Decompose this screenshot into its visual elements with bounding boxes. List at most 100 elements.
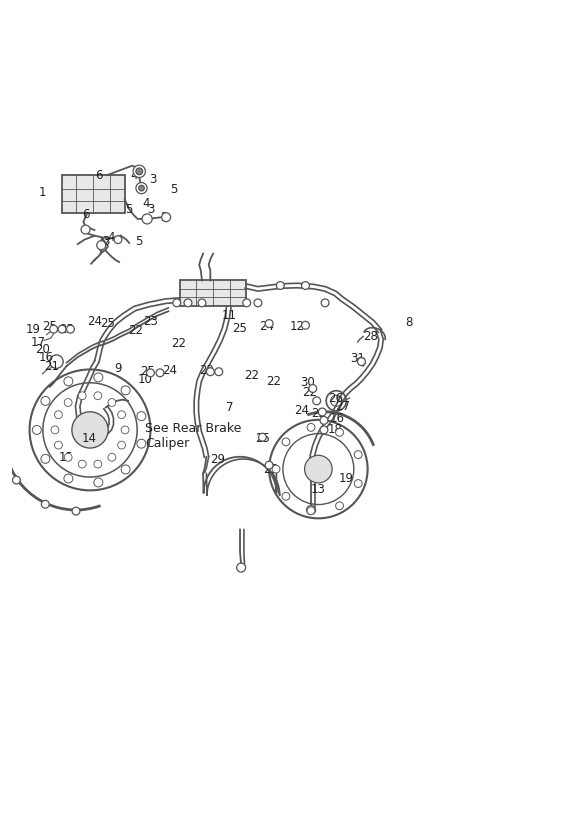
Text: 10: 10: [138, 373, 152, 386]
Text: 6: 6: [94, 169, 102, 182]
Circle shape: [114, 236, 122, 244]
Circle shape: [336, 502, 343, 510]
Text: 22: 22: [311, 406, 326, 419]
Circle shape: [97, 241, 106, 250]
Circle shape: [81, 225, 90, 234]
Circle shape: [78, 392, 86, 400]
Text: 2: 2: [160, 211, 168, 224]
Text: 4: 4: [107, 231, 115, 244]
Circle shape: [161, 213, 171, 222]
Circle shape: [32, 425, 41, 434]
Text: 21: 21: [44, 359, 59, 372]
Circle shape: [301, 282, 310, 289]
Text: 22: 22: [266, 375, 281, 388]
Text: 3: 3: [147, 203, 154, 216]
Circle shape: [50, 325, 58, 333]
Text: 25: 25: [263, 462, 278, 475]
Circle shape: [272, 466, 280, 473]
Circle shape: [282, 438, 290, 446]
Circle shape: [265, 461, 273, 469]
Text: 9: 9: [114, 362, 122, 375]
Circle shape: [307, 505, 315, 514]
Circle shape: [304, 456, 332, 483]
Circle shape: [136, 183, 147, 194]
Circle shape: [321, 299, 329, 307]
Text: 22: 22: [171, 337, 186, 350]
Circle shape: [354, 480, 362, 488]
Circle shape: [51, 426, 59, 433]
FancyBboxPatch shape: [62, 176, 125, 213]
Text: 12: 12: [290, 321, 304, 334]
Text: 4: 4: [142, 197, 150, 210]
Circle shape: [301, 321, 310, 329]
Circle shape: [66, 325, 75, 333]
Circle shape: [94, 478, 103, 487]
Text: 25: 25: [43, 321, 57, 334]
Text: 1: 1: [38, 185, 46, 199]
Text: 25: 25: [255, 433, 270, 445]
Circle shape: [136, 168, 143, 175]
Text: 20: 20: [35, 343, 50, 356]
Text: 24: 24: [259, 321, 274, 334]
Text: 22: 22: [128, 325, 143, 337]
Text: 24: 24: [87, 315, 102, 328]
Circle shape: [276, 282, 285, 289]
Circle shape: [72, 412, 108, 448]
Text: 26: 26: [328, 391, 343, 405]
Text: 27: 27: [335, 400, 350, 413]
Circle shape: [254, 299, 262, 307]
Text: 16: 16: [330, 412, 345, 425]
Circle shape: [108, 453, 116, 461]
Text: 3: 3: [149, 173, 156, 185]
Circle shape: [243, 299, 251, 307]
Circle shape: [41, 454, 50, 463]
Text: 25: 25: [100, 317, 115, 330]
Circle shape: [78, 460, 86, 468]
Text: 22: 22: [199, 363, 214, 377]
Text: 24: 24: [162, 363, 177, 377]
Text: 4: 4: [130, 169, 138, 182]
Circle shape: [320, 416, 328, 424]
Circle shape: [64, 399, 72, 406]
Text: 18: 18: [328, 424, 343, 437]
Circle shape: [64, 474, 73, 483]
Circle shape: [12, 476, 20, 484]
Circle shape: [94, 460, 102, 468]
Text: 5: 5: [125, 203, 133, 216]
Text: 14: 14: [82, 433, 96, 445]
Circle shape: [309, 385, 317, 392]
Circle shape: [354, 451, 362, 458]
Circle shape: [121, 386, 130, 395]
Circle shape: [156, 369, 164, 377]
Text: 30: 30: [300, 377, 315, 390]
Circle shape: [137, 412, 146, 420]
Circle shape: [206, 368, 215, 376]
Circle shape: [265, 320, 273, 327]
Circle shape: [258, 433, 266, 441]
Circle shape: [320, 426, 328, 433]
Circle shape: [55, 441, 62, 449]
Text: 23: 23: [143, 315, 158, 328]
Circle shape: [336, 428, 343, 437]
Circle shape: [41, 500, 49, 508]
Circle shape: [139, 185, 145, 191]
Circle shape: [173, 299, 181, 307]
Text: 3: 3: [102, 235, 110, 248]
Text: 5: 5: [136, 235, 143, 248]
Text: 22: 22: [302, 386, 317, 399]
Text: 31: 31: [350, 353, 365, 365]
Circle shape: [121, 426, 129, 433]
Circle shape: [118, 441, 125, 449]
Circle shape: [312, 397, 321, 405]
Text: 22: 22: [244, 369, 259, 382]
Circle shape: [198, 299, 206, 307]
Text: 29: 29: [210, 453, 225, 466]
Circle shape: [72, 507, 80, 515]
Text: See Rear Brake
Caliper: See Rear Brake Caliper: [145, 422, 241, 450]
Text: 24: 24: [294, 405, 309, 418]
Circle shape: [64, 377, 73, 386]
Circle shape: [237, 563, 245, 572]
Text: 13: 13: [311, 483, 326, 496]
Circle shape: [64, 453, 72, 461]
Circle shape: [137, 439, 146, 448]
